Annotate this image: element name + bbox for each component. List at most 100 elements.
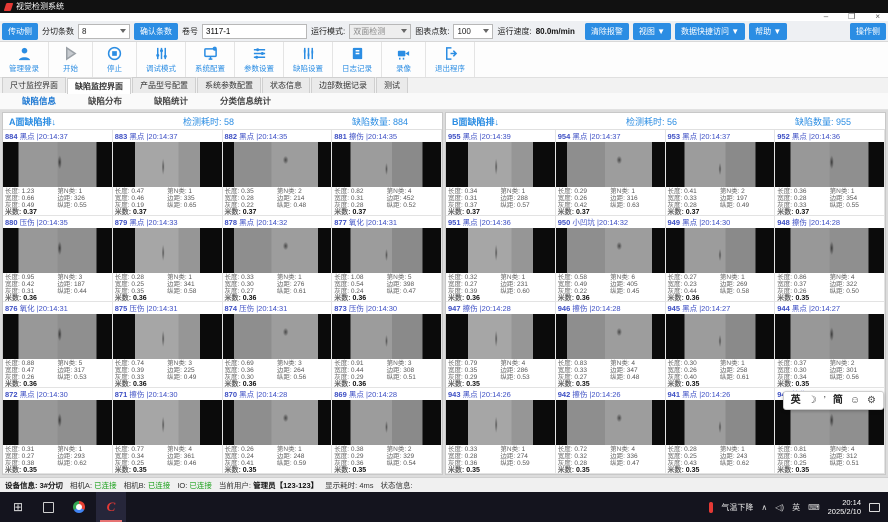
defect-image[interactable] <box>222 400 332 445</box>
defect-cell[interactable]: 953 黑点 |20:14:37 长度: 0.41 宽度: 0.33 灰度: 0.2… <box>665 130 776 216</box>
defect-image[interactable] <box>3 228 112 273</box>
detection-app-button[interactable]: C <box>96 492 126 522</box>
run-mode-select[interactable]: 双面检测 <box>349 23 412 39</box>
defect-image[interactable] <box>3 400 112 445</box>
defect-image[interactable] <box>446 142 555 187</box>
action-center-icon[interactable] <box>869 502 880 512</box>
data-quick-access-button[interactable]: 数据快捷访问 ▼ <box>674 22 746 40</box>
record-video-button[interactable]: 录像 <box>382 42 426 77</box>
subtab-0[interactable]: 缺陷信息 <box>22 96 57 106</box>
defect-cell[interactable]: 870 黑点 |20:14:28 长度: 0.26 宽度: 0.24 灰度: 0.4… <box>222 388 333 474</box>
task-view-button[interactable] <box>34 492 62 522</box>
defect-image[interactable] <box>446 314 555 359</box>
defect-cell[interactable]: 877 氧化 |20:14:31 长度: 1.08 宽度: 0.54 灰度: 0.2… <box>332 216 442 302</box>
defect-cell[interactable]: 876 氧化 |20:14:31 长度: 0.88 宽度: 0.47 灰度: 0.2… <box>3 302 113 388</box>
defect-cell[interactable]: 943 黑点 |20:14:26 长度: 0.33 宽度: 0.28 灰度: 0.3… <box>446 388 556 474</box>
subtab-3[interactable]: 分类信息统计 <box>220 96 272 106</box>
stop-button[interactable]: 停止 <box>93 42 137 77</box>
tab-2[interactable]: 产品型号配置 <box>132 77 196 93</box>
ime-lang-toggle[interactable]: 英 <box>790 395 801 406</box>
subtab-1[interactable]: 缺陷分布 <box>88 96 123 106</box>
defect-cell[interactable]: 873 压伤 |20:14:30 长度: 0.91 宽度: 0.44 灰度: 0.2… <box>332 302 442 388</box>
start-menu-button[interactable]: ⊞ <box>12 500 24 514</box>
defect-cell[interactable]: 954 黑点 |20:14:37 长度: 0.29 宽度: 0.26 灰度: 0.4… <box>555 130 666 216</box>
defect-image[interactable] <box>222 228 332 273</box>
defect-image[interactable] <box>222 314 332 359</box>
defect-cell[interactable]: 949 黑点 |20:14:30 长度: 0.27 宽度: 0.23 灰度: 0.4… <box>665 216 776 302</box>
tab-3[interactable]: 系统参数配置 <box>197 77 261 93</box>
chart-points-select[interactable]: 100 <box>453 23 494 39</box>
defect-cell[interactable]: 944 黑点 |20:14:27 长度: 0.37 宽度: 0.30 灰度: 0.3… <box>775 302 885 388</box>
defect-cell[interactable]: 941 黑点 |20:14:26 长度: 0.28 宽度: 0.25 灰度: 0.4… <box>665 388 776 474</box>
defect-settings-button[interactable]: 缺陷设置 <box>284 42 333 77</box>
defect-image[interactable] <box>555 314 665 359</box>
taskbar-clock[interactable]: 20:14 2025/2/10 <box>828 498 861 516</box>
volume-icon[interactable]: ◁) <box>775 502 785 512</box>
browser-app-button[interactable] <box>64 492 94 522</box>
defect-cell[interactable]: 946 擦伤 |20:14:28 长度: 0.83 宽度: 0.33 灰度: 0.2… <box>555 302 666 388</box>
clear-alarm-button[interactable]: 清除报警 <box>584 22 629 40</box>
defect-image[interactable] <box>446 228 555 273</box>
defect-image[interactable] <box>332 228 441 273</box>
subtab-2[interactable]: 缺陷统计 <box>154 96 189 106</box>
defect-cell[interactable]: 884 黑点 |20:14:37 长度: 1.23 宽度: 0.66 灰度: 0.4… <box>3 130 113 216</box>
defect-image[interactable] <box>665 228 775 273</box>
defect-image[interactable] <box>775 142 884 187</box>
param-settings-button[interactable]: 参数设置 <box>235 42 284 77</box>
defect-cell[interactable]: 874 压伤 |20:14:31 长度: 0.69 宽度: 0.36 灰度: 0.3… <box>222 302 333 388</box>
defect-image[interactable] <box>222 142 332 187</box>
defect-cell[interactable]: 875 压伤 |20:14:31 长度: 0.74 宽度: 0.39 灰度: 0.3… <box>112 302 223 388</box>
defect-cell[interactable]: 878 黑点 |20:14:32 长度: 0.33 宽度: 0.30 灰度: 0.2… <box>222 216 333 302</box>
debug-mode-button[interactable]: 调试模式 <box>137 42 186 77</box>
ime-moon-icon[interactable]: ☽ <box>807 395 817 406</box>
roll-number-input[interactable] <box>202 23 307 39</box>
defect-cell[interactable]: 869 黑点 |20:14:28 长度: 0.38 宽度: 0.29 灰度: 0.3… <box>332 388 442 474</box>
tab-0[interactable]: 尺寸监控界面 <box>2 77 66 93</box>
touch-keyboard-icon[interactable]: ⌨ <box>808 502 820 512</box>
defect-cell[interactable]: 952 黑点 |20:14:36 长度: 0.36 宽度: 0.28 灰度: 0.3… <box>775 130 885 216</box>
start-button[interactable]: 开始 <box>49 42 93 77</box>
view-menu-button[interactable]: 视图 ▼ <box>632 22 671 40</box>
tab-1[interactable]: 缺陷监控界面 <box>67 78 131 94</box>
language-indicator[interactable]: 英 <box>792 502 801 512</box>
defect-image[interactable] <box>3 314 112 359</box>
defect-image[interactable] <box>555 142 665 187</box>
slit-count-select[interactable]: 8 <box>78 23 130 39</box>
defect-cell[interactable]: 945 黑点 |20:14:27 长度: 0.30 宽度: 0.26 灰度: 0.4… <box>665 302 776 388</box>
defect-image[interactable] <box>775 314 884 359</box>
defect-image[interactable] <box>665 400 775 445</box>
drive-side-button[interactable]: 传动侧 <box>2 22 38 40</box>
tray-expand-icon[interactable]: ∧ <box>761 502 768 512</box>
close-button[interactable]: × <box>875 12 880 21</box>
system-config-button[interactable]: 系统配置 <box>186 42 235 77</box>
defect-cell[interactable]: 881 擦伤 |20:14:35 长度: 0.82 宽度: 0.31 灰度: 0.2… <box>332 130 442 216</box>
defect-cell[interactable]: 883 黑点 |20:14:37 长度: 0.47 宽度: 0.46 灰度: 0.1… <box>112 130 223 216</box>
exit-program-button[interactable]: 退出程序 <box>426 42 475 77</box>
defect-image[interactable] <box>555 228 665 273</box>
ime-emoji-icon[interactable]: ☺ <box>849 395 861 406</box>
minimize-button[interactable]: – <box>823 12 829 21</box>
tab-5[interactable]: 边部数据记录 <box>311 77 375 93</box>
defect-image[interactable] <box>555 400 665 445</box>
defect-image[interactable] <box>112 142 222 187</box>
defect-image[interactable] <box>665 314 775 359</box>
weather-text[interactable]: 气温下降 <box>721 502 754 512</box>
log-record-button[interactable]: 日志记录 <box>333 42 382 77</box>
defect-image[interactable] <box>665 142 775 187</box>
defect-image[interactable] <box>332 142 441 187</box>
defect-cell[interactable]: 871 擦伤 |20:14:30 长度: 0.77 宽度: 0.34 灰度: 0.2… <box>112 388 223 474</box>
ime-settings-icon[interactable]: ⚙ <box>867 395 876 406</box>
defect-cell[interactable]: 948 擦伤 |20:14:28 长度: 0.86 宽度: 0.37 灰度: 0.2… <box>775 216 885 302</box>
operator-side-button[interactable]: 操作侧 <box>850 22 886 40</box>
tab-4[interactable]: 状态信息 <box>262 77 310 93</box>
ime-simplified-toggle[interactable]: 简 <box>832 395 843 406</box>
defect-cell[interactable]: 880 压伤 |20:14:35 长度: 0.95 宽度: 0.42 灰度: 0.3… <box>3 216 113 302</box>
help-menu-button[interactable]: 帮助 ▼ <box>749 22 788 40</box>
defect-image[interactable] <box>112 228 222 273</box>
defect-cell[interactable]: 882 黑点 |20:14:35 长度: 0.35 宽度: 0.28 灰度: 0.2… <box>222 130 333 216</box>
defect-cell[interactable]: 879 黑点 |20:14:33 长度: 0.28 宽度: 0.25 灰度: 0.3… <box>112 216 223 302</box>
defect-cell[interactable]: 950 小凹坑 |20:14:32 长度: 0.58 宽度: 0.49 灰度: 0.… <box>555 216 666 302</box>
defect-image[interactable] <box>332 314 441 359</box>
ime-punct-toggle[interactable]: ’ <box>823 395 826 406</box>
maximize-button[interactable]: ❐ <box>848 12 856 21</box>
